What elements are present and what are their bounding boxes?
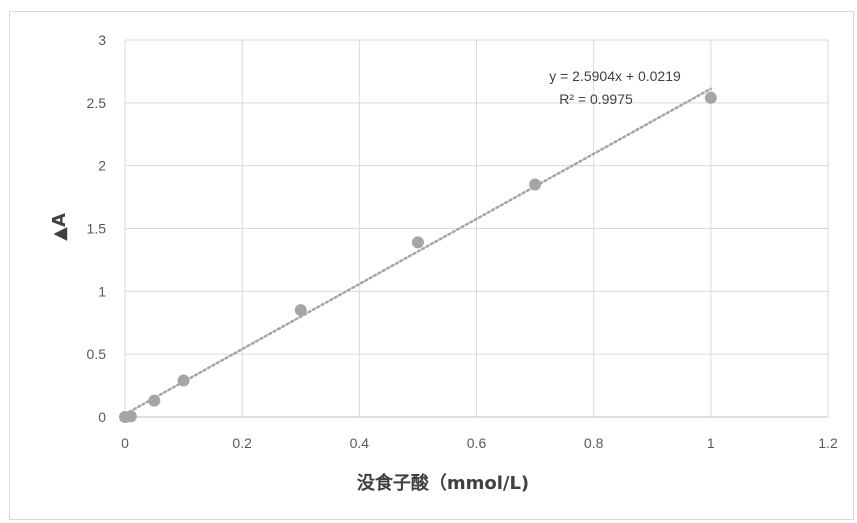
y-axis-title: ▲A — [49, 213, 70, 241]
y-tick-label: 1 — [98, 283, 106, 299]
x-tick-label: 0.2 — [232, 435, 252, 451]
data-point — [704, 91, 717, 104]
trendline-r-squared: R² = 0.9975 — [559, 91, 633, 107]
x-tick-label: 1.2 — [818, 435, 838, 451]
x-tick-label: 0.6 — [467, 435, 487, 451]
data-point — [177, 374, 190, 387]
y-tick-label: 0 — [98, 409, 106, 425]
y-tick-label: 2 — [98, 158, 106, 174]
x-tick-label: 0.8 — [584, 435, 604, 451]
y-tick-label: 2.5 — [87, 95, 107, 111]
trendline — [123, 87, 713, 416]
data-point — [124, 410, 137, 423]
x-tick-label: 0.4 — [350, 435, 370, 451]
x-axis-ticks: 0 0.2 0.4 0.6 0.8 1 1.2 — [121, 435, 838, 451]
data-point — [529, 178, 542, 191]
trendline-path — [123, 87, 713, 416]
data-point — [148, 394, 161, 407]
x-tick-label: 0 — [121, 435, 129, 451]
x-tick-label: 1 — [707, 435, 715, 451]
data-points — [119, 91, 717, 423]
y-tick-label: 0.5 — [87, 346, 107, 362]
grid-lines — [124, 39, 829, 418]
data-point — [411, 236, 424, 249]
y-tick-label: 3 — [98, 32, 106, 48]
trendline-equation: y = 2.5904x + 0.0219 — [549, 68, 681, 84]
x-axis-title: 没食子酸（mmol/L) — [357, 472, 529, 494]
y-tick-label: 1.5 — [87, 221, 107, 237]
data-point — [294, 304, 307, 317]
y-axis-ticks: 0 0.5 1 1.5 2 2.5 3 — [87, 32, 107, 425]
